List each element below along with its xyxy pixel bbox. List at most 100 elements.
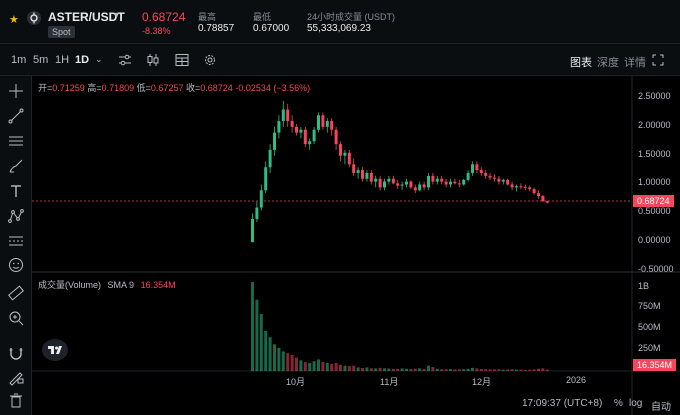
- sma-value: 16.354M: [140, 280, 176, 290]
- tradingview-logo-icon[interactable]: [42, 339, 68, 361]
- auto-toggle[interactable]: 自动: [651, 402, 671, 413]
- tab-chart[interactable]: 图表: [570, 57, 592, 69]
- candle-body: [501, 179, 505, 182]
- volume-bar: [466, 368, 470, 371]
- crosshair-icon[interactable]: [7, 82, 25, 100]
- chart-toolbar: [0, 44, 680, 76]
- volume-bar: [281, 351, 285, 371]
- candle-body: [369, 172, 373, 182]
- percent-toggle[interactable]: %: [614, 398, 623, 409]
- pair-dropdown-icon[interactable]: ▼: [112, 10, 121, 20]
- time-tick: 2026: [566, 375, 587, 385]
- footer-time: 17:09:37 (UTC+8): [522, 398, 603, 409]
- timeframe-1h[interactable]: 1H: [55, 54, 70, 66]
- timeframe-1m[interactable]: 1m: [11, 54, 27, 66]
- volume-bar: [453, 369, 457, 371]
- log-toggle[interactable]: log: [629, 398, 643, 409]
- volume-bar: [396, 368, 400, 371]
- volume-bar: [391, 368, 395, 371]
- stat-volume-value: 55,333,069.23: [307, 23, 371, 34]
- candle-body: [413, 187, 417, 191]
- candle-body: [396, 183, 400, 186]
- volume-bar: [418, 368, 422, 371]
- indicators-icon[interactable]: [117, 53, 133, 70]
- pattern-icon[interactable]: [7, 207, 25, 225]
- candles-group: [251, 100, 549, 243]
- volume-bar: [479, 369, 483, 371]
- pair-header: ★ ASTER/USDT ▼ Spot 0.68724 -8.38% 最高 0.…: [0, 0, 680, 44]
- volume-bar: [321, 362, 325, 371]
- text-icon[interactable]: [7, 182, 25, 200]
- emoji-icon[interactable]: [7, 256, 25, 274]
- volume-bar: [405, 368, 408, 371]
- candle-body: [259, 190, 263, 208]
- volume-bar: [325, 362, 329, 371]
- pair-name[interactable]: ASTER/USDT: [48, 10, 125, 24]
- timeframe-5m[interactable]: 5m: [33, 54, 49, 66]
- candle-body: [457, 183, 461, 185]
- magnet-icon[interactable]: [7, 344, 25, 362]
- volume-tick: 750M: [638, 301, 661, 311]
- candle-body: [493, 177, 496, 179]
- candle-body: [317, 115, 320, 130]
- sma-label: SMA 9: [107, 280, 135, 290]
- volume-bar: [501, 369, 505, 371]
- candle-body: [343, 152, 347, 156]
- volume-tick: 250M: [638, 343, 661, 353]
- candle-body: [334, 129, 338, 145]
- candle-body: [273, 132, 276, 150]
- ohlc-change: -0.02534 (−3.56%): [235, 83, 311, 93]
- trash-icon[interactable]: [7, 392, 25, 410]
- candle-body: [286, 109, 290, 122]
- candle-body: [347, 152, 351, 165]
- candle-body: [488, 175, 492, 178]
- close-value: 0.68724: [200, 83, 233, 93]
- stat-high-label: 最高: [198, 12, 217, 22]
- candle-body: [515, 186, 518, 188]
- timeframe-1d[interactable]: 1D: [75, 54, 90, 66]
- volume-bar: [378, 367, 382, 371]
- candle-type-icon[interactable]: [145, 53, 161, 70]
- volume-bar: [347, 366, 351, 371]
- settings-gear-icon[interactable]: [203, 53, 217, 70]
- timeframe-dropdown-icon[interactable]: ⌄: [95, 54, 103, 64]
- candle-body: [506, 179, 510, 185]
- volume-bar: [317, 359, 320, 371]
- trend-line-icon[interactable]: [7, 107, 25, 125]
- volume-bar: [339, 364, 342, 371]
- volume-bar: [484, 369, 488, 371]
- volume-bar: [510, 369, 514, 371]
- volume-bar: [497, 369, 501, 371]
- ruler-icon[interactable]: [7, 284, 25, 302]
- candle-body: [356, 170, 360, 173]
- horizontal-lines-icon[interactable]: [7, 132, 25, 150]
- volume-bar: [435, 368, 439, 371]
- lock-drawing-icon[interactable]: [7, 368, 25, 386]
- stat-low-label: 最低: [253, 12, 272, 22]
- zoom-in-icon[interactable]: [7, 309, 25, 327]
- chart-area[interactable]: 开=0.71259 高=0.71809 低=0.67257 收=0.68724 …: [32, 76, 680, 415]
- layout-icon[interactable]: [174, 53, 190, 70]
- tab-details[interactable]: 详情: [624, 57, 646, 69]
- brush-icon[interactable]: [7, 157, 25, 175]
- candle-body: [277, 121, 281, 133]
- volume-bar: [431, 366, 435, 371]
- candle-body: [321, 115, 325, 127]
- candle-body: [400, 184, 404, 186]
- forecast-icon[interactable]: [7, 232, 25, 250]
- tab-depth[interactable]: 深度: [597, 57, 619, 69]
- candle-body: [312, 129, 316, 142]
- candle-body: [453, 181, 457, 184]
- volume-bar: [488, 369, 492, 371]
- candlestick-chart[interactable]: [32, 76, 680, 415]
- candle-body: [519, 186, 523, 188]
- volume-legend: 成交量(Volume) SMA 9 16.354M: [38, 278, 176, 291]
- candle-body: [290, 121, 294, 127]
- volume-bar: [440, 369, 444, 371]
- candle-body: [484, 172, 488, 176]
- volume-bar: [449, 369, 452, 371]
- price-change: -8.38%: [142, 26, 171, 36]
- volume-tick: 500M: [638, 322, 661, 332]
- favorite-star-icon[interactable]: ★: [9, 14, 19, 26]
- fullscreen-icon[interactable]: [652, 54, 664, 69]
